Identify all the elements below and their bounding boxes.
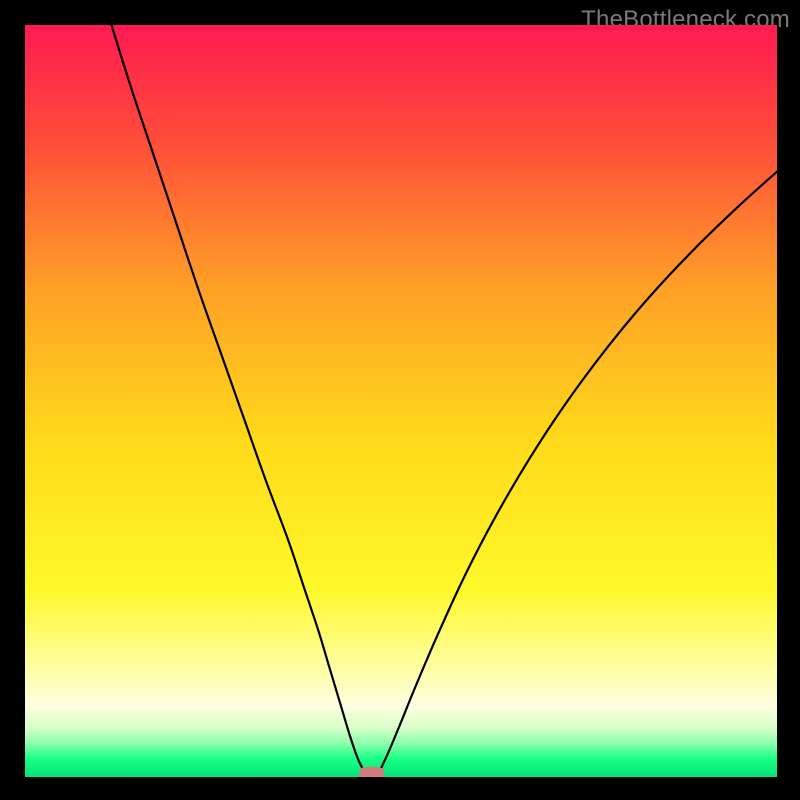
plot-svg: [25, 25, 777, 777]
chart-stage: TheBottleneck.com: [0, 0, 800, 800]
optimal-point-marker: [359, 767, 385, 777]
gradient-background: [25, 25, 777, 777]
plot-area: [25, 25, 777, 777]
